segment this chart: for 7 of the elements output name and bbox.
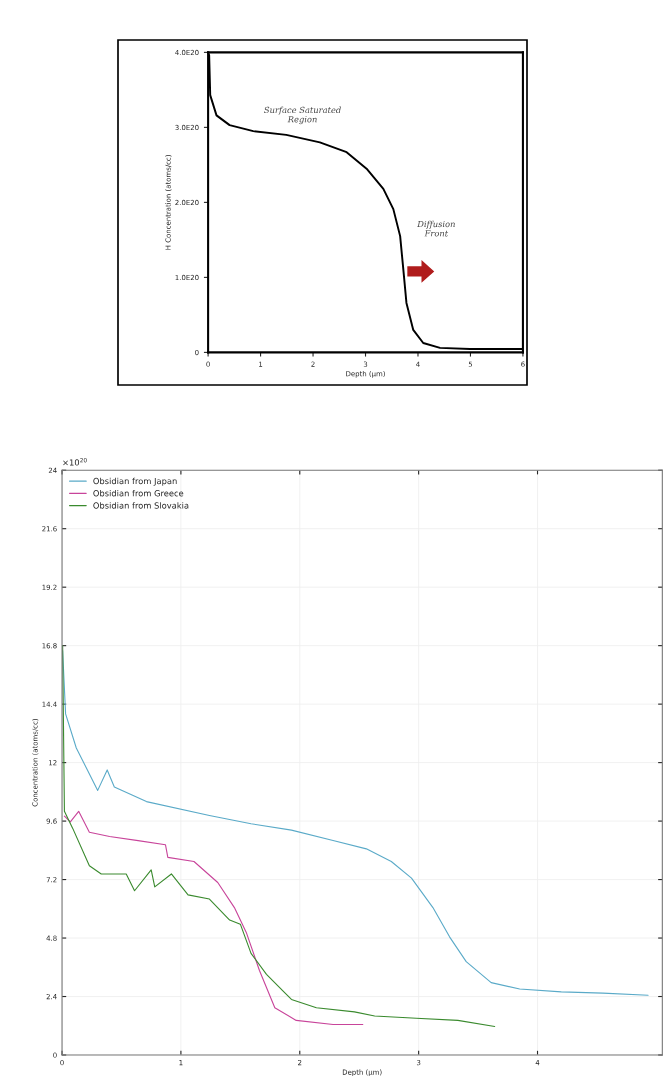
annotation: Diffusion Front: [417, 220, 455, 237]
legend-label: Obsidian from Japan: [93, 477, 177, 486]
text: ×10$^{20}$: [63, 457, 87, 466]
line-series: [63, 810, 364, 1026]
annotation: Surface Saturated Region: [264, 106, 341, 125]
legend-label: Obsidian from Slovakia: [93, 502, 189, 509]
legend-label: Obsidian from Greece: [93, 489, 184, 497]
